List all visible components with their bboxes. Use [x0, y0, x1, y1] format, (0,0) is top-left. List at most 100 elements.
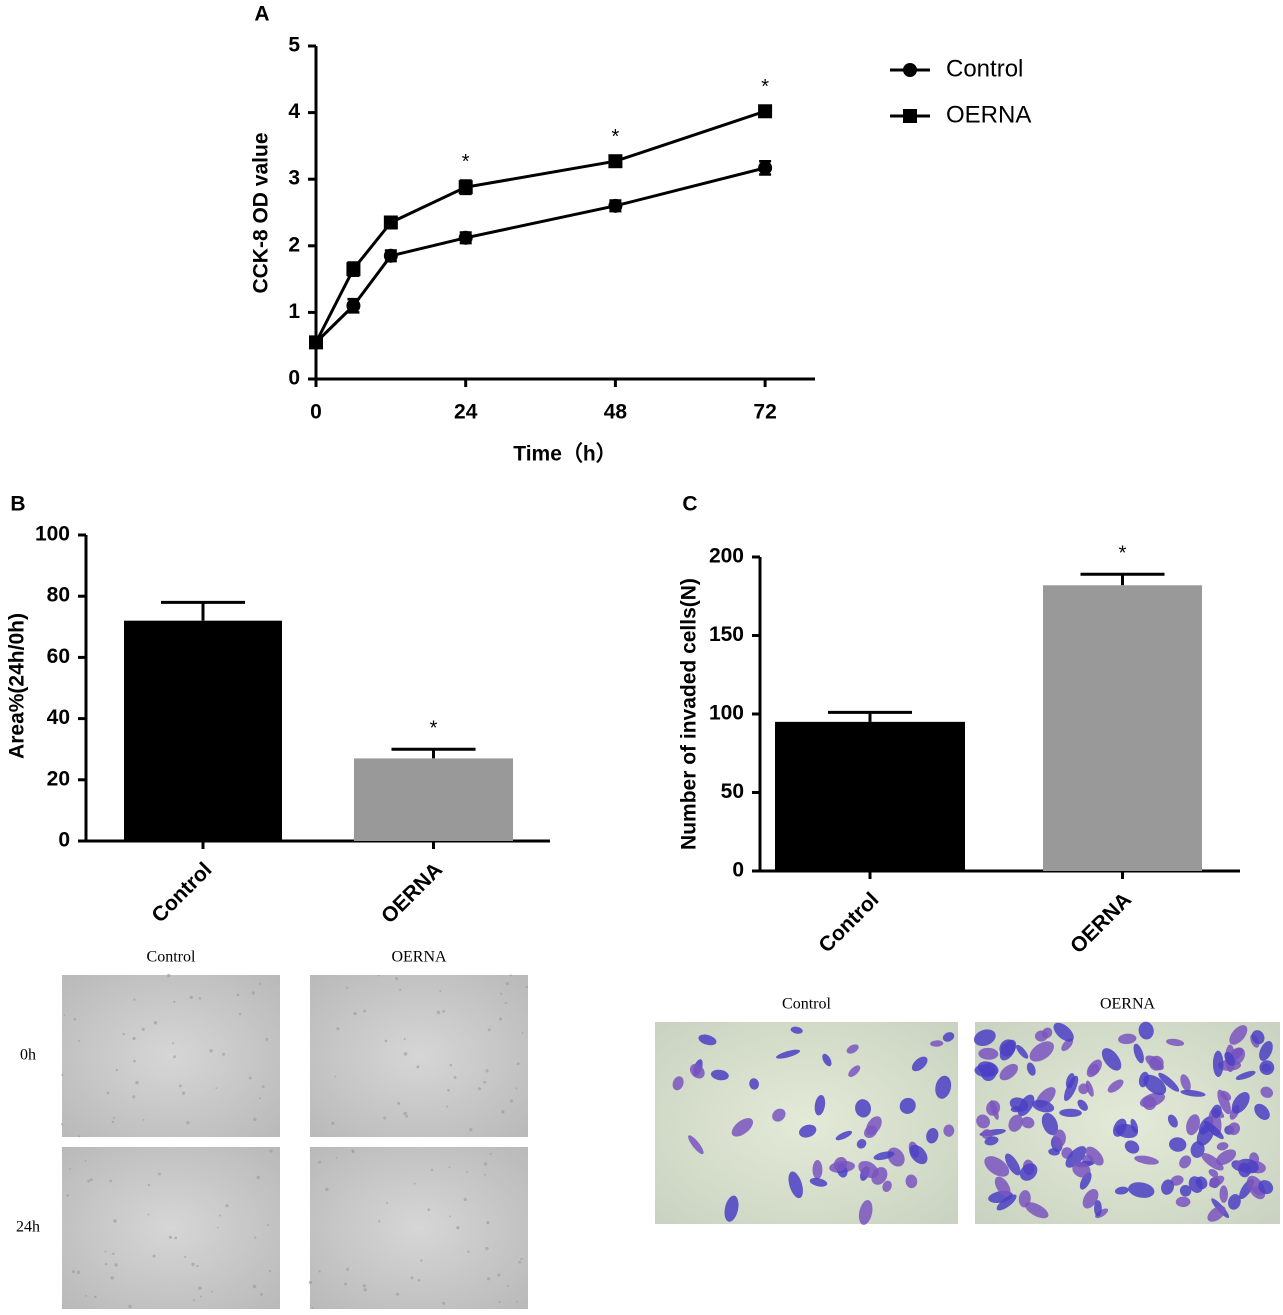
series-line: [314, 109, 766, 344]
stained-cell: [1142, 1096, 1157, 1111]
y-tick-label: 3: [288, 167, 300, 190]
stained-cell: [855, 1099, 871, 1118]
cell-speck: [152, 1254, 156, 1258]
cell-speck: [486, 1221, 490, 1225]
data-point: [458, 230, 473, 245]
stained-cell: [994, 1176, 1011, 1197]
stained-cell: [1224, 1051, 1236, 1066]
stained-cell: [1201, 1153, 1224, 1171]
cell-speck: [487, 1277, 491, 1281]
stained-cell: [873, 1151, 895, 1161]
cell-speck: [267, 1224, 270, 1227]
cell-speck: [132, 1036, 136, 1041]
panel-letter: B: [10, 493, 25, 516]
cell-speck: [106, 1091, 110, 1095]
stained-cell: [1149, 1055, 1164, 1071]
panel-letter: C: [682, 493, 697, 516]
stained-cell: [858, 1200, 873, 1225]
data-point: [758, 160, 773, 175]
stained-cell: [942, 1032, 955, 1042]
cell-speck: [69, 1168, 71, 1170]
cell-speck: [132, 1095, 136, 1099]
cell-speck: [265, 1037, 269, 1041]
stained-cell: [809, 1177, 828, 1187]
stained-cell: [846, 1044, 859, 1054]
cell-speck: [178, 1084, 182, 1088]
cell-speck: [456, 1226, 460, 1230]
stained-cell: [848, 1065, 861, 1077]
cell-speck: [236, 993, 240, 997]
stained-cell: [1118, 1033, 1137, 1045]
cell-speck: [89, 1178, 93, 1182]
cell-speck: [252, 1284, 257, 1289]
stained-cell: [1254, 1103, 1270, 1120]
stained-cell: [1082, 1188, 1099, 1209]
cell-speck: [448, 1166, 451, 1169]
y-axis-label: CCK-8 OD value: [250, 132, 273, 293]
stained-cell: [858, 1160, 879, 1179]
cell-speck: [439, 990, 442, 993]
series-line: [314, 166, 766, 344]
cell-speck: [104, 1250, 107, 1253]
x-tick-label: 0: [310, 401, 322, 424]
cell-speck: [430, 1168, 434, 1172]
stained-cell: [1175, 1196, 1191, 1208]
cell-speck: [157, 1172, 161, 1176]
stained-cell: [698, 1034, 717, 1046]
image-column-label: Control: [782, 996, 831, 1013]
stained-cell: [1259, 1060, 1275, 1075]
stained-cell: [1053, 1022, 1074, 1042]
cell-speck: [516, 1062, 520, 1066]
cell-speck: [248, 1076, 252, 1080]
stained-cell: [1170, 1175, 1184, 1186]
stained-cell: [1128, 1182, 1155, 1198]
stained-cell: [1203, 1120, 1224, 1140]
stained-cell: [999, 1063, 1018, 1081]
cell-speck: [483, 1162, 488, 1166]
stained-cell: [710, 1069, 729, 1081]
cell-speck: [377, 974, 380, 977]
cell-speck: [515, 1300, 518, 1303]
data-point: [309, 335, 323, 350]
cell-speck: [449, 1063, 453, 1067]
stained-cell: [1180, 1074, 1191, 1092]
stained-cell: [1041, 1027, 1053, 1039]
cell-speck: [463, 1197, 467, 1202]
cell-speck: [353, 1011, 357, 1016]
x-tick-label: OERNA: [377, 858, 447, 928]
cell-speck: [416, 1065, 420, 1069]
cell-speck: [384, 1039, 388, 1043]
x-tick-label: Control: [814, 888, 883, 957]
y-tick-label: 50: [721, 780, 744, 803]
stained-cell: [812, 1160, 823, 1180]
cell-speck: [363, 1009, 367, 1013]
cell-speck: [222, 1052, 226, 1056]
cell-speck: [109, 1179, 112, 1183]
stained-cell: [1169, 1137, 1187, 1152]
y-tick-label: 0: [288, 367, 300, 390]
cell-speck: [487, 1028, 491, 1032]
cell-speck: [141, 1027, 145, 1031]
stained-cell: [1208, 1168, 1219, 1178]
cell-speck: [110, 1276, 114, 1280]
cell-speck: [251, 991, 255, 995]
cell-speck: [268, 1269, 272, 1273]
stained-cell: [1229, 1025, 1248, 1045]
stained-cell: [1251, 1030, 1265, 1045]
cell-speck: [191, 1262, 195, 1266]
cell-speck: [483, 1080, 486, 1084]
stained-cell: [1167, 1114, 1178, 1128]
cell-speck: [346, 986, 349, 989]
cell-speck: [497, 1273, 501, 1277]
cell-speck: [344, 1282, 347, 1286]
cell-speck: [501, 1110, 505, 1114]
stained-cell: [1085, 1080, 1094, 1097]
significance: *: [761, 76, 769, 98]
cell-speck: [420, 1259, 423, 1262]
bar: [124, 620, 282, 841]
stained-cell: [1227, 1122, 1241, 1136]
x-axis-label: Time（h）: [513, 442, 616, 466]
cell-speck: [311, 1306, 314, 1309]
cell-speck: [147, 1213, 150, 1216]
